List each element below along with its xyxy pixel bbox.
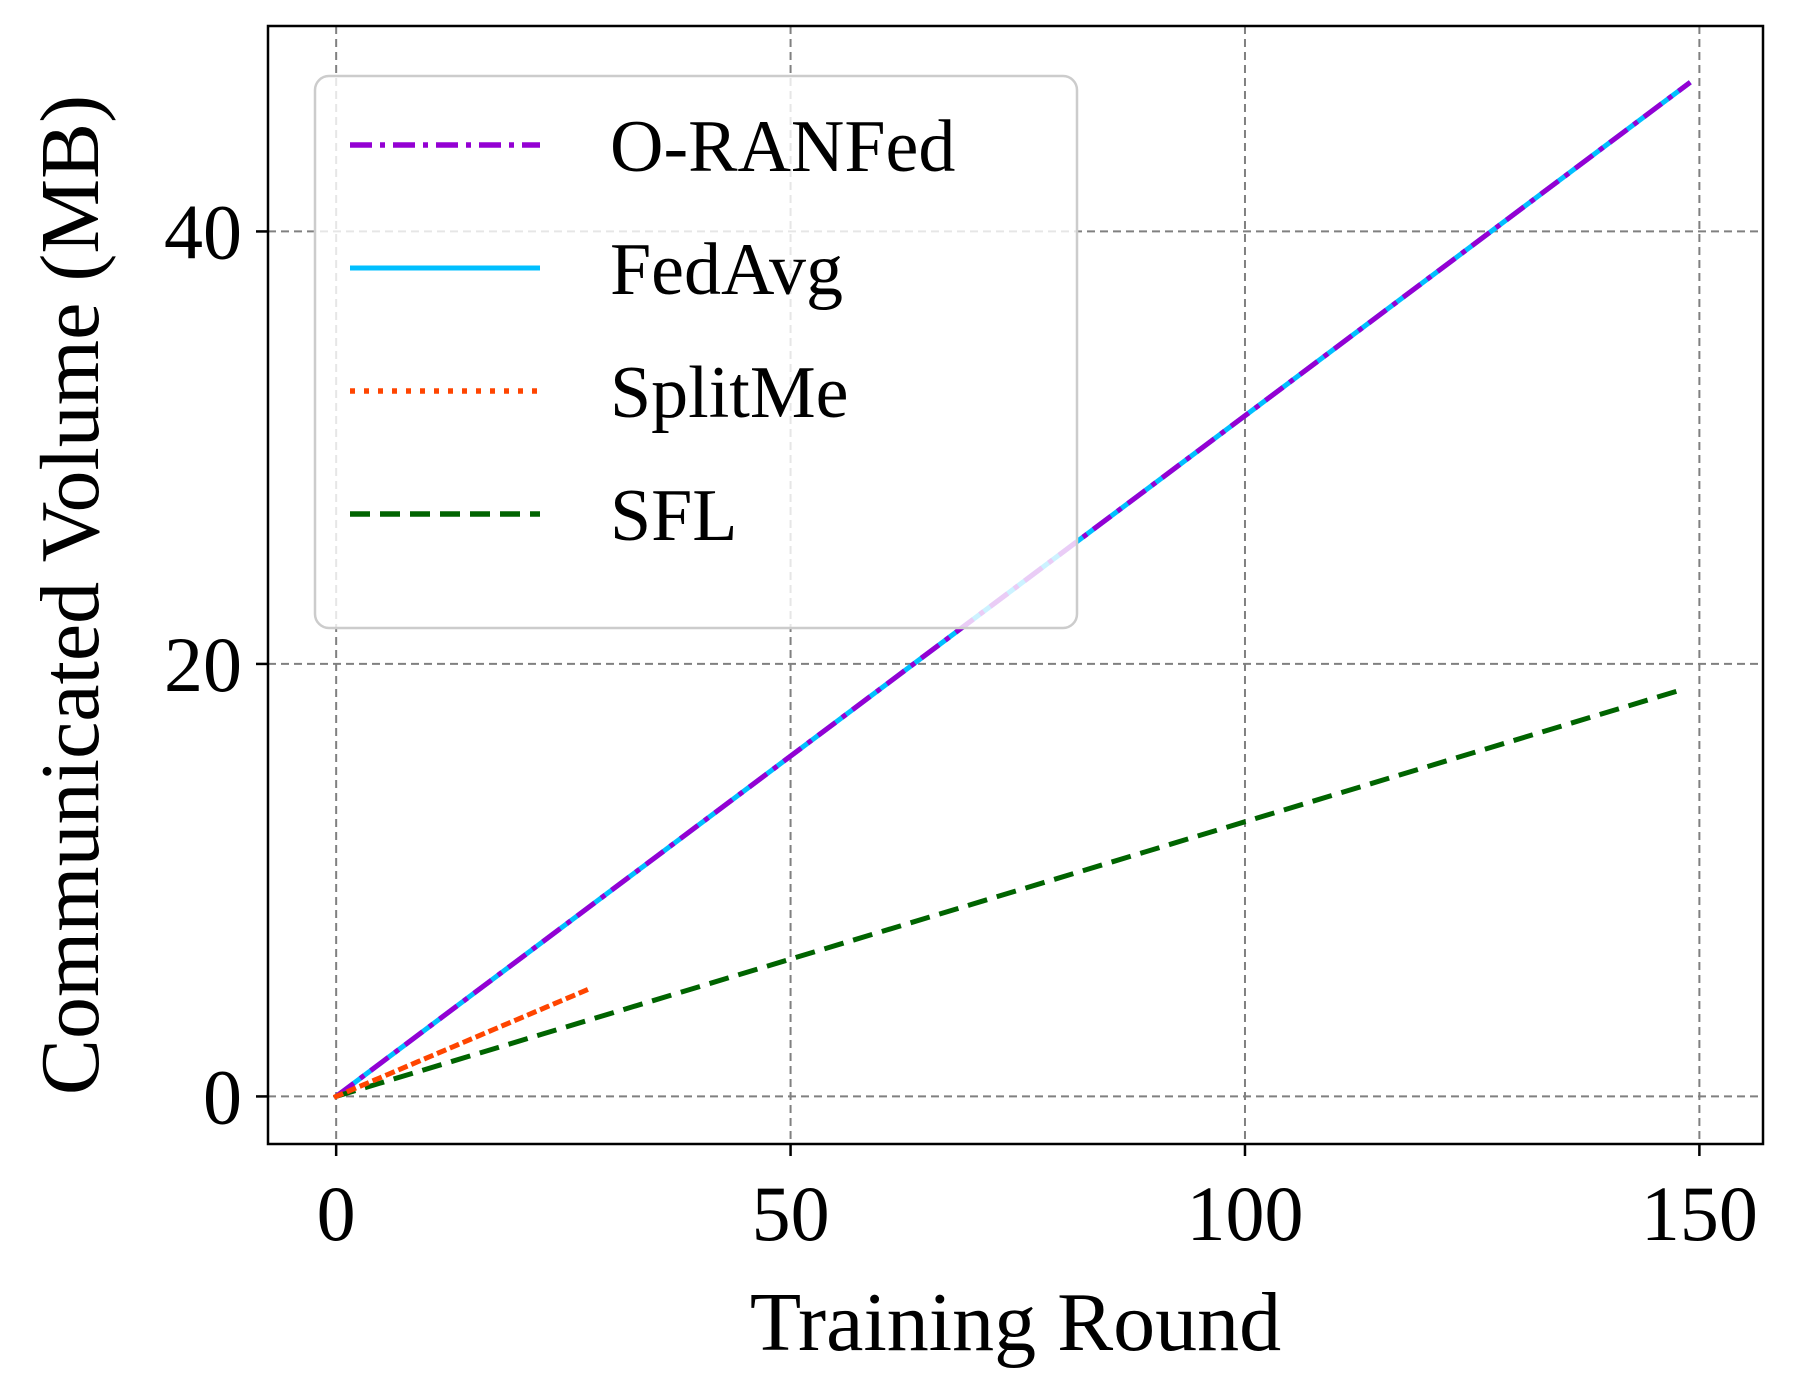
axis-ticks: 0 50 100 150 0 20 40	[164, 188, 1758, 1257]
y-tick-label: 20	[164, 621, 242, 708]
legend-box	[313, 74, 1079, 630]
x-tick-label: 0	[317, 1170, 356, 1257]
series-line-splitme	[332, 985, 594, 1100]
x-tick-label: 50	[752, 1170, 830, 1257]
series-line-sfl	[335, 687, 1682, 1099]
x-axis-title: Training Round	[750, 1276, 1281, 1369]
plot-area-frame	[266, 24, 1765, 1146]
legend-label-o-ranfed: O-RANFed	[610, 106, 955, 188]
x-tick-label: 100	[1186, 1170, 1303, 1257]
legend: O-RANFed FedAvg SplitMe SFL	[313, 74, 1079, 630]
legend-label-fedavg: FedAvg	[610, 229, 843, 311]
x-tick-label: 150	[1641, 1170, 1758, 1257]
y-tick-label: 40	[164, 188, 242, 275]
legend-label-splitme: SplitMe	[610, 352, 848, 434]
y-axis-title: Communicated Volume (MB)	[24, 95, 117, 1095]
series-line-o-ranfed	[334, 80, 1692, 1099]
y-tick-label: 0	[203, 1053, 242, 1140]
legend-label-sfl: SFL	[610, 475, 738, 557]
